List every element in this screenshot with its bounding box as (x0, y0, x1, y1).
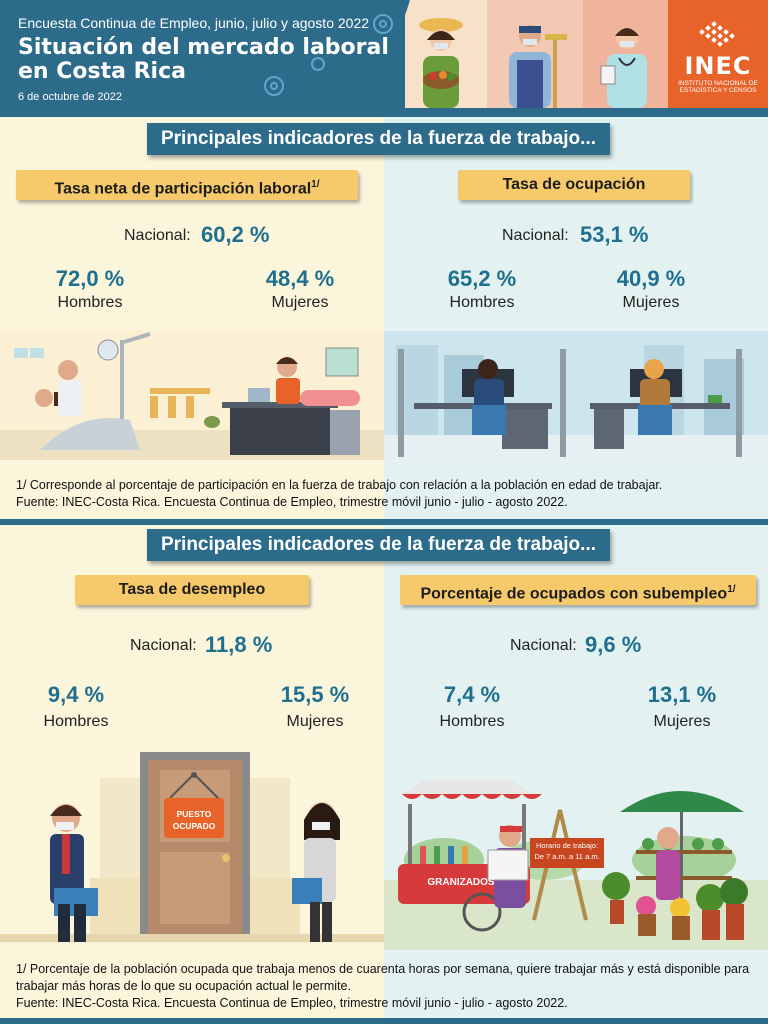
work-schedule-line1: Horario de trabajo: (535, 841, 599, 850)
farmer-worker-illustration (419, 18, 463, 108)
work-schedule-line2: De 7 a.m. a 11 a.m. (534, 852, 600, 861)
gear-icon (311, 57, 325, 71)
underemployment-men-label: Hombres (439, 713, 505, 730)
inec-logo-subtext: INSTITUTO NACIONAL DE ESTADÍSTICA Y CENS… (672, 80, 764, 94)
inec-logo-text: INEC (684, 52, 752, 80)
office-workers-illustration (384, 325, 768, 460)
header-illustration (405, 0, 768, 108)
unemployment-national-value: 11,8 % (205, 632, 273, 657)
underemployment-men-value: 7,4 % (443, 682, 501, 707)
footnote-marker: 1/ (727, 584, 736, 595)
employment-men-label: Hombres (449, 294, 515, 311)
section1-footnote: 1/ Corresponde al porcentaje de particip… (16, 478, 663, 492)
section2-footnote-line1: 1/ Porcentaje de la población ocupada qu… (16, 962, 750, 976)
header-date: 6 de octubre de 2022 (18, 91, 122, 103)
underemployment-label: Porcentaje de ocupados con subempleo1/ (400, 575, 756, 605)
dentist-office-illustration (0, 330, 384, 460)
unemployment-rate-label: Tasa de desempleo (75, 575, 309, 605)
participation-men-value: 72,0 % (55, 266, 125, 291)
employment-women-value: 40,9 % (616, 266, 686, 291)
participation-women-value: 48,4 % (265, 266, 335, 291)
underemployment-national-value: 9,6 % (585, 632, 642, 657)
unemployment-men-value: 9,4 % (47, 682, 105, 707)
nurse-worker-illustration (600, 27, 647, 108)
cleaner-worker-illustration (509, 25, 567, 108)
section2-footnote: 1/ Porcentaje de la población ocupada qu… (16, 961, 764, 995)
participation-men-label: Hombres (57, 294, 123, 311)
underemployment-national-label: Nacional: (510, 637, 577, 654)
participation-rate-label-text: Tasa neta de participación laboral (54, 180, 312, 198)
participation-national-value: 60,2 % (201, 222, 270, 247)
employment-women-label: Mujeres (622, 294, 680, 311)
footnote-marker: 1/ (311, 179, 320, 190)
employment-men-value: 65,2 % (447, 266, 517, 291)
participation-rate-label: Tasa neta de participación laboral1/ (16, 170, 358, 200)
occupied-sign-text: PUESTO OCUPADO (164, 808, 224, 832)
participation-women-label: Mujeres (271, 294, 329, 311)
gear-icon (264, 76, 284, 96)
page-title-line1: Situación del mercado laboral (18, 35, 389, 60)
header-title-background (0, 0, 410, 108)
footer-bar (0, 1018, 768, 1024)
section-divider (0, 519, 768, 525)
cart-sign-text: GRANIZADOS (427, 877, 495, 888)
unemployment-women-value: 15,5 % (280, 682, 350, 707)
occupied-sign-line2: OCUPADO (172, 821, 216, 831)
underemployment-women-label: Mujeres (653, 713, 711, 730)
employment-rate-label: Tasa de ocupación (458, 170, 690, 200)
inec-logo-subtext-line1: INSTITUTO NACIONAL DE (678, 80, 758, 87)
participation-national-label: Nacional: (124, 227, 191, 244)
section1-banner: Principales indicadores de la fuerza de … (147, 123, 610, 155)
street-vendors-illustration (384, 780, 768, 950)
unemployment-women-label: Mujeres (286, 713, 344, 730)
header-divider (0, 112, 768, 117)
underemployment-label-text: Porcentaje de ocupados con subempleo (420, 585, 728, 603)
underemployment-women-value: 13,1 % (647, 682, 717, 707)
occupied-sign-line1: PUESTO (176, 809, 212, 819)
employment-national-value: 53,1 % (580, 222, 649, 247)
inec-logo-subtext-line2: ESTADÍSTICA Y CENSOS (679, 87, 757, 94)
section2-footnote-line2: trabajar más horas de lo que su ocupació… (16, 979, 351, 993)
employment-national-label: Nacional: (502, 227, 569, 244)
section2-banner: Principales indicadores de la fuerza de … (147, 529, 610, 561)
page-title-line2: en Costa Rica (18, 59, 186, 84)
occupied-sign (164, 772, 224, 838)
header-subtitle: Encuesta Continua de Empleo, junio, juli… (18, 15, 370, 31)
unemployment-national-label: Nacional: (130, 637, 197, 654)
unemployment-men-label: Hombres (43, 713, 109, 730)
section1-source: Fuente: INEC-Costa Rica. Encuesta Contin… (16, 495, 568, 509)
work-schedule-sign: Horario de trabajo: De 7 a.m. a 11 a.m. (530, 840, 604, 862)
section2-source: Fuente: INEC-Costa Rica. Encuesta Contin… (16, 996, 568, 1010)
inec-logo (699, 21, 735, 47)
gear-icon (373, 14, 393, 34)
